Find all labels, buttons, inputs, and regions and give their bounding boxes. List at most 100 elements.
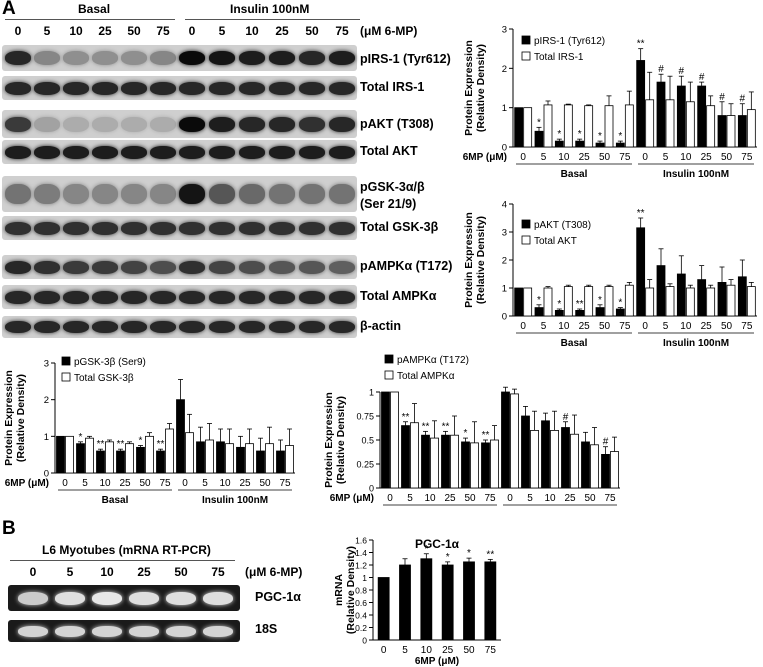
bar: [441, 564, 454, 641]
y-axis-label: mRNA: [333, 574, 345, 607]
bar: [523, 107, 533, 148]
blot-band: [269, 51, 295, 65]
y-tick-label: 1: [369, 388, 374, 398]
blot-band: [121, 145, 147, 159]
blot-band: [92, 81, 118, 95]
blot-band: [299, 184, 325, 204]
bar: [421, 434, 430, 489]
blot-band: [269, 81, 295, 95]
bar: [401, 425, 410, 489]
significance-mark: *: [598, 295, 602, 306]
blot-band: [34, 321, 60, 333]
significance-mark: **: [117, 439, 125, 450]
bar: [450, 434, 459, 489]
x-tick-label: 25: [579, 321, 591, 332]
bar: [65, 435, 74, 474]
y-axis-label: Protein Expression: [323, 392, 335, 488]
bar: [604, 105, 614, 148]
legend-swatch: [521, 51, 531, 61]
blot-band: [34, 51, 60, 65]
significance-mark: **: [482, 430, 490, 441]
bar: [590, 444, 599, 489]
blot-band: [5, 184, 31, 204]
bar: [430, 437, 439, 489]
significance-mark: *: [557, 299, 561, 310]
blot-band: [63, 221, 89, 235]
bar: [410, 422, 419, 489]
significance-mark: #: [699, 72, 705, 83]
gel-label: PGC-1α: [255, 590, 301, 604]
x-axis-label: 6MP (μM): [415, 656, 459, 666]
bar: [116, 450, 125, 474]
blot-band: [239, 321, 265, 333]
blot-band: [329, 81, 355, 95]
legend-swatch: [61, 356, 71, 366]
x-tick-label: 25: [239, 478, 251, 489]
y-tick-label: 0.25: [356, 460, 374, 470]
bar: [125, 443, 134, 474]
bar: [541, 420, 550, 489]
blot-band: [121, 116, 147, 132]
gel-band: [55, 591, 85, 605]
bar: [216, 441, 225, 474]
x-tick-label: 10: [424, 493, 436, 504]
bar: [145, 435, 154, 474]
y-axis-label: Protein Expression: [463, 212, 475, 308]
bar: [543, 104, 553, 148]
x-tick-label: 50: [464, 493, 476, 504]
bar: [563, 286, 573, 317]
blot-band: [209, 184, 235, 204]
x-tick-label: 75: [159, 478, 171, 489]
blot-band: [239, 81, 265, 95]
significance-mark: *: [79, 432, 83, 443]
bar: [584, 286, 594, 317]
group-label: Insulin 100nM: [663, 169, 729, 180]
bar: [56, 435, 65, 474]
significance-mark: *: [578, 129, 582, 140]
legend-label: pGSK-3β (Ser9): [74, 357, 146, 368]
significance-mark: *: [424, 544, 428, 555]
significance-mark: #: [679, 66, 685, 77]
blot-band: [5, 81, 31, 95]
significance-mark: *: [598, 131, 602, 142]
blot-band: [239, 290, 265, 304]
y-tick-label: 1.2: [355, 561, 367, 571]
lane-label: 10: [69, 24, 83, 38]
blot-band: [5, 321, 31, 333]
bar: [615, 308, 625, 317]
blot-label: pIRS-1 (Tyr612): [360, 52, 451, 66]
x-tick-label: 50: [599, 321, 611, 332]
blot-band: [150, 145, 176, 159]
significance-mark: **: [637, 208, 645, 219]
blot-band: [5, 145, 31, 159]
bar: [276, 450, 285, 474]
x-tick-label: 50: [259, 478, 271, 489]
y-tick-label: 0.2: [355, 623, 367, 633]
blot-band: [150, 81, 176, 95]
bar: [706, 105, 716, 148]
gel-band: [18, 591, 48, 605]
blot-band: [209, 51, 235, 65]
x-tick-label: 50: [584, 493, 596, 504]
lane-label: 25: [98, 24, 112, 38]
legend-label: pAMPKα (T172): [397, 355, 469, 366]
blot-band: [34, 221, 60, 235]
blot-band: [5, 221, 31, 235]
x-tick-label: 25: [564, 493, 576, 504]
lane-label: 10: [245, 24, 259, 38]
x-prefix-label: 6MP (μM): [463, 152, 507, 163]
gel-band: [203, 625, 233, 637]
blot-band: [63, 116, 89, 132]
blot-band: [5, 51, 31, 65]
bar: [706, 287, 716, 317]
bar: [514, 287, 524, 317]
blot-band: [299, 221, 325, 235]
x-tick-label: 50: [721, 321, 733, 332]
bar: [550, 430, 559, 489]
blot-band: [63, 260, 89, 274]
lane-label: 5: [218, 24, 226, 38]
bar: [645, 99, 655, 148]
x-tick-label: 10: [99, 478, 111, 489]
blot-band: [92, 116, 118, 132]
bar: [595, 142, 605, 148]
